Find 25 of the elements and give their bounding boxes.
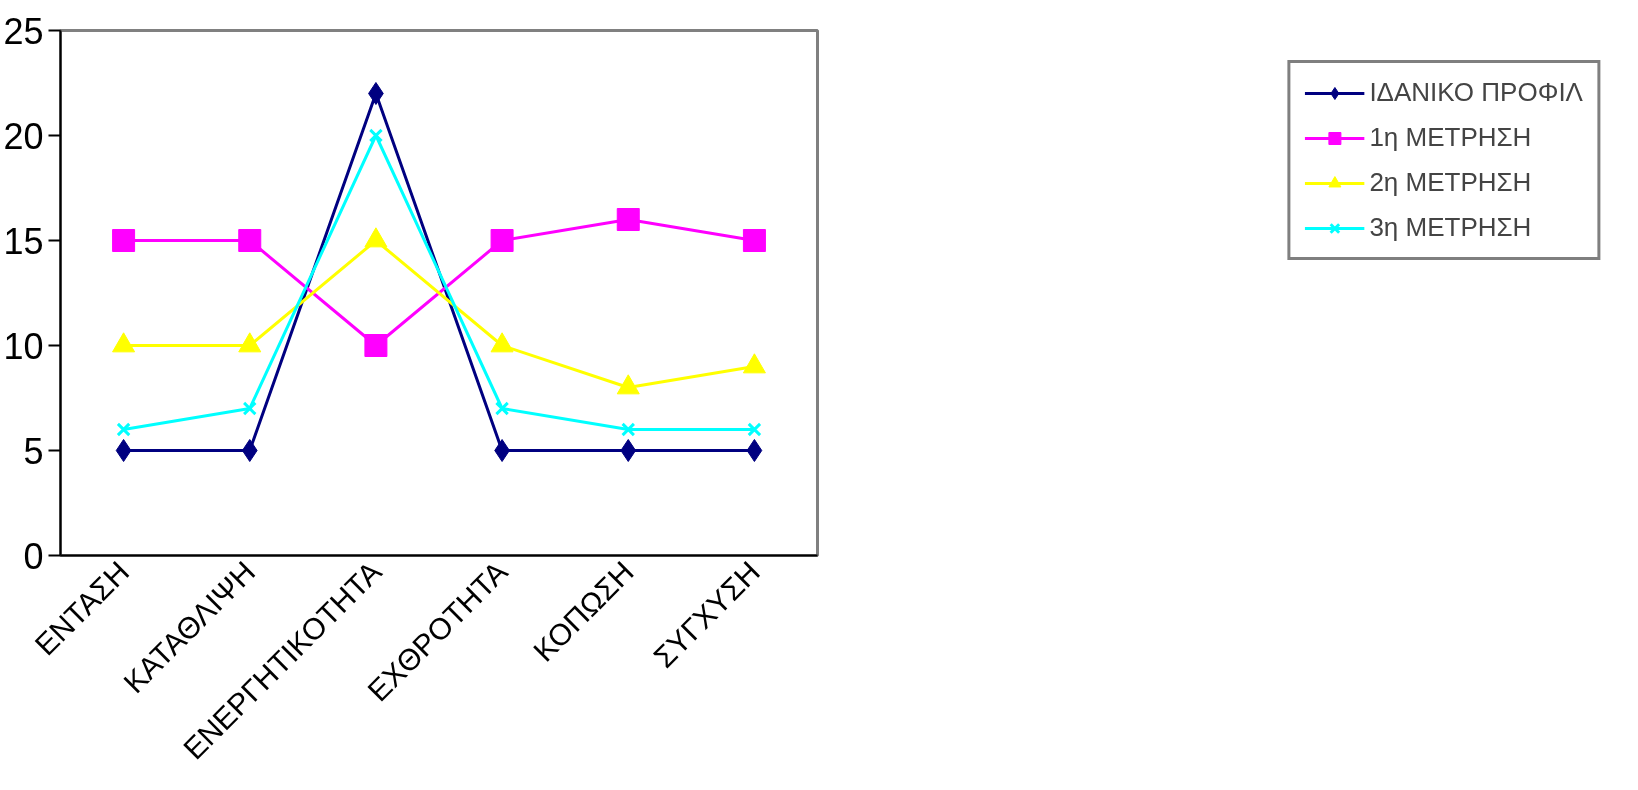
point <box>116 422 131 437</box>
legend-label: 2η ΜΕΤΡΗΣΗ <box>1369 167 1532 198</box>
point <box>490 229 514 252</box>
point <box>494 401 510 416</box>
point <box>742 229 766 252</box>
point <box>368 128 384 143</box>
point <box>241 439 258 462</box>
point <box>746 439 763 462</box>
y-tick-label: 15 <box>3 220 44 262</box>
y-tick-label: 10 <box>3 325 44 367</box>
legend-label: 1η ΜΕΤΡΗΣΗ <box>1369 122 1532 153</box>
point <box>620 439 637 462</box>
point <box>238 229 262 252</box>
point <box>115 439 132 462</box>
point <box>242 401 257 416</box>
legend-label: ΙΔΑΝΙΚΟ ΠΡΟΦΙΛ <box>1369 77 1583 108</box>
point <box>616 208 640 231</box>
point <box>364 334 388 357</box>
legend-label: 3η ΜΕΤΡΗΣΗ <box>1369 212 1532 243</box>
point <box>621 422 636 437</box>
point <box>112 229 136 252</box>
point <box>747 422 762 437</box>
y-tick-label: 20 <box>3 115 44 157</box>
y-tick-label: 25 <box>3 10 44 52</box>
y-tick-label: 5 <box>23 430 44 472</box>
